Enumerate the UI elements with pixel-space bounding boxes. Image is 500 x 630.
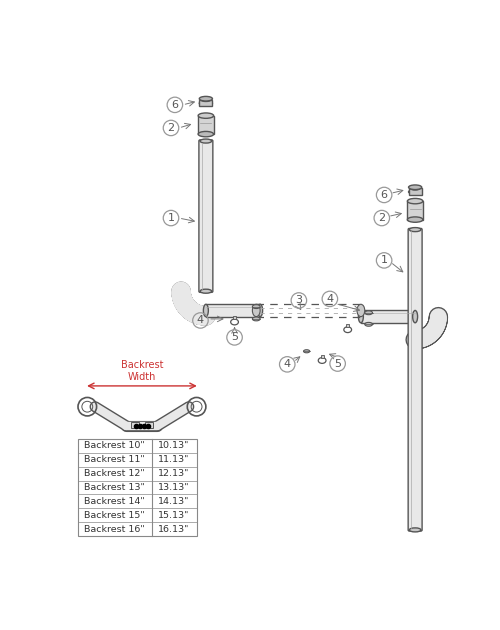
Bar [131, 422, 139, 428]
Bar [206, 304, 260, 317]
Text: 5: 5 [231, 333, 238, 342]
Text: Backrest 12": Backrest 12" [84, 469, 145, 478]
Text: 4: 4 [197, 316, 204, 326]
FancyBboxPatch shape [199, 140, 213, 292]
Text: Backrest
Width: Backrest Width [120, 360, 163, 382]
Ellipse shape [358, 311, 364, 323]
Text: Backrest 13": Backrest 13" [84, 483, 145, 492]
Text: 15.13": 15.13" [158, 511, 190, 520]
Ellipse shape [198, 132, 214, 137]
Text: Backrest 10": Backrest 10" [84, 442, 145, 450]
Ellipse shape [201, 98, 211, 101]
Text: 16.13": 16.13" [158, 525, 190, 534]
Ellipse shape [258, 304, 262, 317]
Text: 2: 2 [168, 123, 174, 133]
Ellipse shape [200, 101, 212, 106]
Text: 2: 2 [378, 213, 386, 223]
Text: 13.13": 13.13" [158, 483, 190, 492]
Text: 3: 3 [296, 295, 302, 306]
Ellipse shape [200, 289, 211, 293]
Ellipse shape [252, 305, 260, 309]
Ellipse shape [410, 528, 421, 532]
Ellipse shape [357, 304, 365, 317]
Text: 10.13": 10.13" [158, 442, 190, 450]
Bar [198, 116, 214, 134]
Ellipse shape [198, 113, 214, 118]
Bar [200, 100, 212, 106]
Text: 1: 1 [380, 255, 388, 265]
Bar [233, 316, 236, 319]
Text: Backrest 11": Backrest 11" [84, 455, 145, 464]
Text: Backrest 16": Backrest 16" [84, 525, 145, 534]
Ellipse shape [412, 311, 418, 323]
Ellipse shape [410, 227, 421, 232]
Ellipse shape [365, 311, 372, 315]
Text: 4: 4 [284, 359, 291, 369]
Text: 1: 1 [168, 213, 174, 223]
Bar [408, 188, 422, 195]
Bar [408, 201, 423, 220]
Ellipse shape [252, 304, 260, 317]
Ellipse shape [408, 190, 422, 194]
Ellipse shape [408, 217, 423, 222]
Text: 14.13": 14.13" [158, 497, 190, 506]
Ellipse shape [408, 185, 422, 190]
Bar [361, 311, 415, 323]
Ellipse shape [204, 304, 208, 317]
Ellipse shape [200, 139, 211, 143]
Text: 12.13": 12.13" [158, 469, 190, 478]
Ellipse shape [304, 350, 310, 353]
Text: 4: 4 [326, 294, 334, 304]
Bar [145, 422, 153, 428]
Text: Backrest 14": Backrest 14" [84, 497, 145, 506]
Ellipse shape [252, 317, 260, 321]
Ellipse shape [408, 198, 423, 204]
FancyBboxPatch shape [408, 229, 422, 531]
Bar [346, 324, 350, 327]
Ellipse shape [200, 96, 212, 101]
Text: 11.13": 11.13" [158, 455, 190, 464]
Ellipse shape [365, 323, 372, 326]
Text: 6: 6 [172, 100, 178, 110]
Bar [320, 355, 324, 358]
Text: 6: 6 [380, 190, 388, 200]
Text: 5: 5 [334, 358, 341, 369]
Ellipse shape [410, 186, 420, 190]
Bar [78, 439, 196, 536]
Text: Backrest 15": Backrest 15" [84, 511, 145, 520]
